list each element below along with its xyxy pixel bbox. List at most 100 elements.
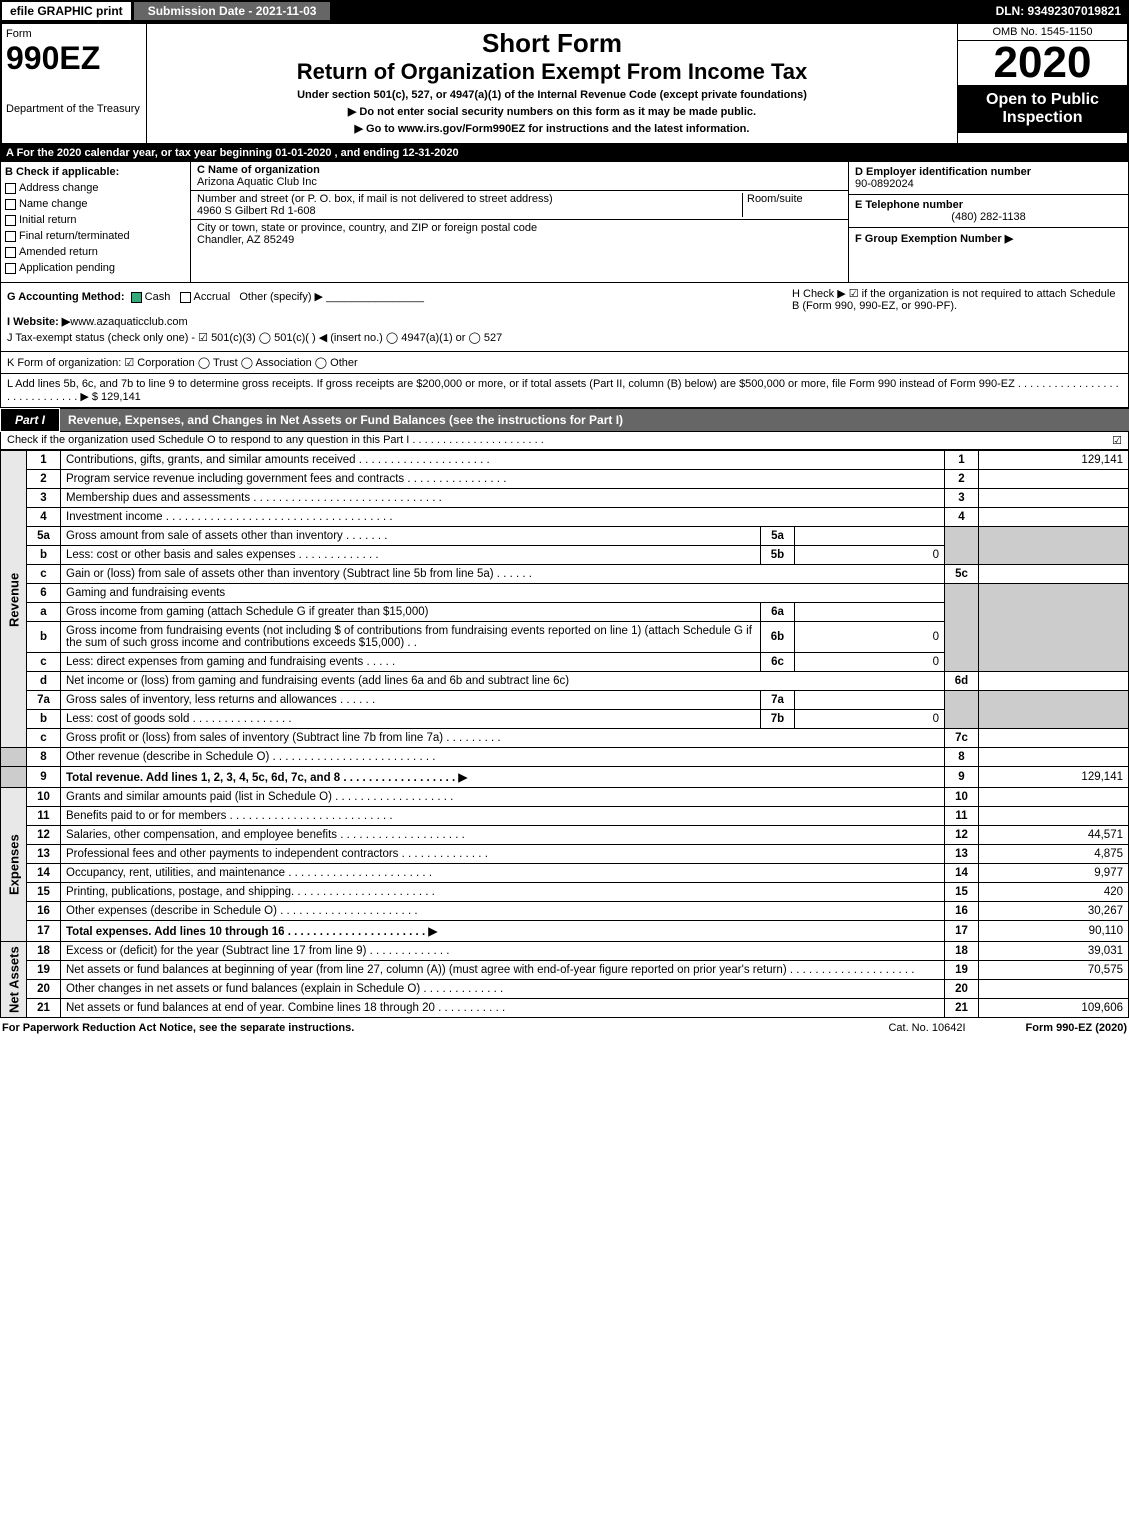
cash-checkbox[interactable] <box>131 292 142 303</box>
top-bar: efile GRAPHIC print Submission Date - 20… <box>0 0 1129 22</box>
header-left: Form 990EZ Department of the Treasury <box>2 24 147 143</box>
city-label: City or town, state or province, country… <box>197 222 842 234</box>
line-13: Professional fees and other payments to … <box>61 845 945 864</box>
catalog-number: Cat. No. 10642I <box>888 1022 965 1034</box>
group-label: F Group Exemption Number ▶ <box>855 233 1013 245</box>
meta-block: H Check ▶ ☑ if the organization is not r… <box>0 283 1129 352</box>
line-7c: Gross profit or (loss) from sales of inv… <box>61 729 945 748</box>
line-7a: Gross sales of inventory, less returns a… <box>61 691 761 710</box>
calendar-year-bar: A For the 2020 calendar year, or tax yea… <box>0 145 1129 161</box>
line-6b-value: 0 <box>795 622 945 653</box>
street-value: 4960 S Gilbert Rd 1-608 <box>197 205 742 217</box>
ssn-warning: ▶ Do not enter social security numbers o… <box>151 105 953 118</box>
line-5b: Less: cost or other basis and sales expe… <box>61 546 761 565</box>
page-footer: For Paperwork Reduction Act Notice, see … <box>0 1018 1129 1038</box>
info-right: D Employer identification number 90-0892… <box>848 162 1128 282</box>
line-6c-value: 0 <box>795 653 945 672</box>
check-b-header: B Check if applicable: <box>5 166 186 178</box>
room-suite: Room/suite <box>742 193 842 217</box>
line-14: Occupancy, rent, utilities, and maintena… <box>61 864 945 883</box>
line-5c: Gain or (loss) from sale of assets other… <box>61 565 945 584</box>
under-section: Under section 501(c), 527, or 4947(a)(1)… <box>151 89 953 101</box>
check-name[interactable]: Name change <box>5 198 186 210</box>
line-8: Other revenue (describe in Schedule O) .… <box>61 748 945 767</box>
schedule-o-check[interactable]: ☑ <box>1112 434 1122 447</box>
website-link[interactable]: www.azaquaticclub.com <box>70 316 187 328</box>
check-b-column: B Check if applicable: Address change Na… <box>1 162 191 282</box>
part1-tab: Part I <box>0 408 60 432</box>
org-name-label: C Name of organization <box>197 164 842 176</box>
line-9: Total revenue. Add lines 1, 2, 3, 4, 5c,… <box>61 767 945 788</box>
line-1: Contributions, gifts, grants, and simila… <box>61 451 945 470</box>
phone-row: E Telephone number (480) 282-1138 <box>849 195 1128 228</box>
dept-treasury: Department of the Treasury <box>6 103 142 115</box>
group-exemption: F Group Exemption Number ▶ <box>849 228 1128 249</box>
line-18-value: 39,031 <box>979 942 1129 961</box>
i-website: I Website: ▶www.azaquaticclub.com <box>7 315 1122 328</box>
form-ref: Form 990-EZ (2020) <box>1026 1022 1127 1034</box>
org-info: C Name of organization Arizona Aquatic C… <box>191 162 848 282</box>
line-12: Salaries, other compensation, and employ… <box>61 826 945 845</box>
city-value: Chandler, AZ 85249 <box>197 234 842 246</box>
line-5a: Gross amount from sale of assets other t… <box>61 527 761 546</box>
h-check: H Check ▶ ☑ if the organization is not r… <box>792 287 1122 312</box>
line-1-value: 129,141 <box>979 451 1129 470</box>
part1-header: Part I Revenue, Expenses, and Changes in… <box>0 408 1129 432</box>
header-center: Short Form Return of Organization Exempt… <box>147 24 957 143</box>
line-2: Program service revenue including govern… <box>61 470 945 489</box>
form-header: Form 990EZ Department of the Treasury Sh… <box>0 22 1129 145</box>
part1-title: Revenue, Expenses, and Changes in Net As… <box>60 409 1129 431</box>
line-17: Total expenses. Add lines 10 through 16 … <box>61 921 945 942</box>
line-6c: Less: direct expenses from gaming and fu… <box>61 653 761 672</box>
j-tax-exempt: J Tax-exempt status (check only one) - ☑… <box>7 331 1122 344</box>
check-final[interactable]: Final return/terminated <box>5 230 186 242</box>
line-5b-value: 0 <box>795 546 945 565</box>
line-11: Benefits paid to or for members . . . . … <box>61 807 945 826</box>
tax-year: 2020 <box>958 41 1127 85</box>
open-to-public: Open to Public Inspection <box>958 85 1127 133</box>
line-6d: Net income or (loss) from gaming and fun… <box>61 672 945 691</box>
ein-label: D Employer identification number <box>855 166 1122 178</box>
check-amended[interactable]: Amended return <box>5 246 186 258</box>
form-label: Form <box>6 28 142 40</box>
line-12-value: 44,571 <box>979 826 1129 845</box>
goto-link[interactable]: ▶ Go to www.irs.gov/Form990EZ for instru… <box>151 122 953 135</box>
expenses-label: Expenses <box>1 788 27 942</box>
line-16-value: 30,267 <box>979 902 1129 921</box>
line-6: Gaming and fundraising events <box>61 584 945 603</box>
org-name-value: Arizona Aquatic Club Inc <box>197 176 842 188</box>
line-9-value: 129,141 <box>979 767 1129 788</box>
accrual-checkbox[interactable] <box>180 292 191 303</box>
check-initial[interactable]: Initial return <box>5 214 186 226</box>
line-21: Net assets or fund balances at end of ye… <box>61 999 945 1018</box>
line-16: Other expenses (describe in Schedule O) … <box>61 902 945 921</box>
line-3: Membership dues and assessments . . . . … <box>61 489 945 508</box>
line-6b: Gross income from fundraising events (no… <box>61 622 761 653</box>
ein-value: 90-0892024 <box>855 178 1122 190</box>
line-18: Excess or (deficit) for the year (Subtra… <box>61 942 945 961</box>
k-line: K Form of organization: ☑ Corporation ◯ … <box>0 352 1129 374</box>
phone-label: E Telephone number <box>855 199 1122 211</box>
l-line: L Add lines 5b, 6c, and 7b to line 9 to … <box>0 374 1129 408</box>
line-7b-value: 0 <box>795 710 945 729</box>
paperwork-notice: For Paperwork Reduction Act Notice, see … <box>2 1022 354 1034</box>
check-address[interactable]: Address change <box>5 182 186 194</box>
short-form-title: Short Form <box>151 28 953 59</box>
line-14-value: 9,977 <box>979 864 1129 883</box>
part1-sub: Check if the organization used Schedule … <box>0 432 1129 450</box>
org-street-row: Number and street (or P. O. box, if mail… <box>191 191 848 220</box>
ein-row: D Employer identification number 90-0892… <box>849 162 1128 195</box>
return-title: Return of Organization Exempt From Incom… <box>151 59 953 85</box>
revenue-label: Revenue <box>1 451 27 748</box>
info-grid: B Check if applicable: Address change Na… <box>0 161 1129 283</box>
line-19: Net assets or fund balances at beginning… <box>61 961 945 980</box>
efile-print-button[interactable]: efile GRAPHIC print <box>0 0 133 22</box>
part1-table: Revenue 1Contributions, gifts, grants, a… <box>0 450 1129 1018</box>
line-19-value: 70,575 <box>979 961 1129 980</box>
line-10: Grants and similar amounts paid (list in… <box>61 788 945 807</box>
line-6a: Gross income from gaming (attach Schedul… <box>61 603 761 622</box>
line-20: Other changes in net assets or fund bala… <box>61 980 945 999</box>
header-right: OMB No. 1545-1150 2020 Open to Public In… <box>957 24 1127 143</box>
check-application[interactable]: Application pending <box>5 262 186 274</box>
phone-value: (480) 282-1138 <box>855 211 1122 223</box>
